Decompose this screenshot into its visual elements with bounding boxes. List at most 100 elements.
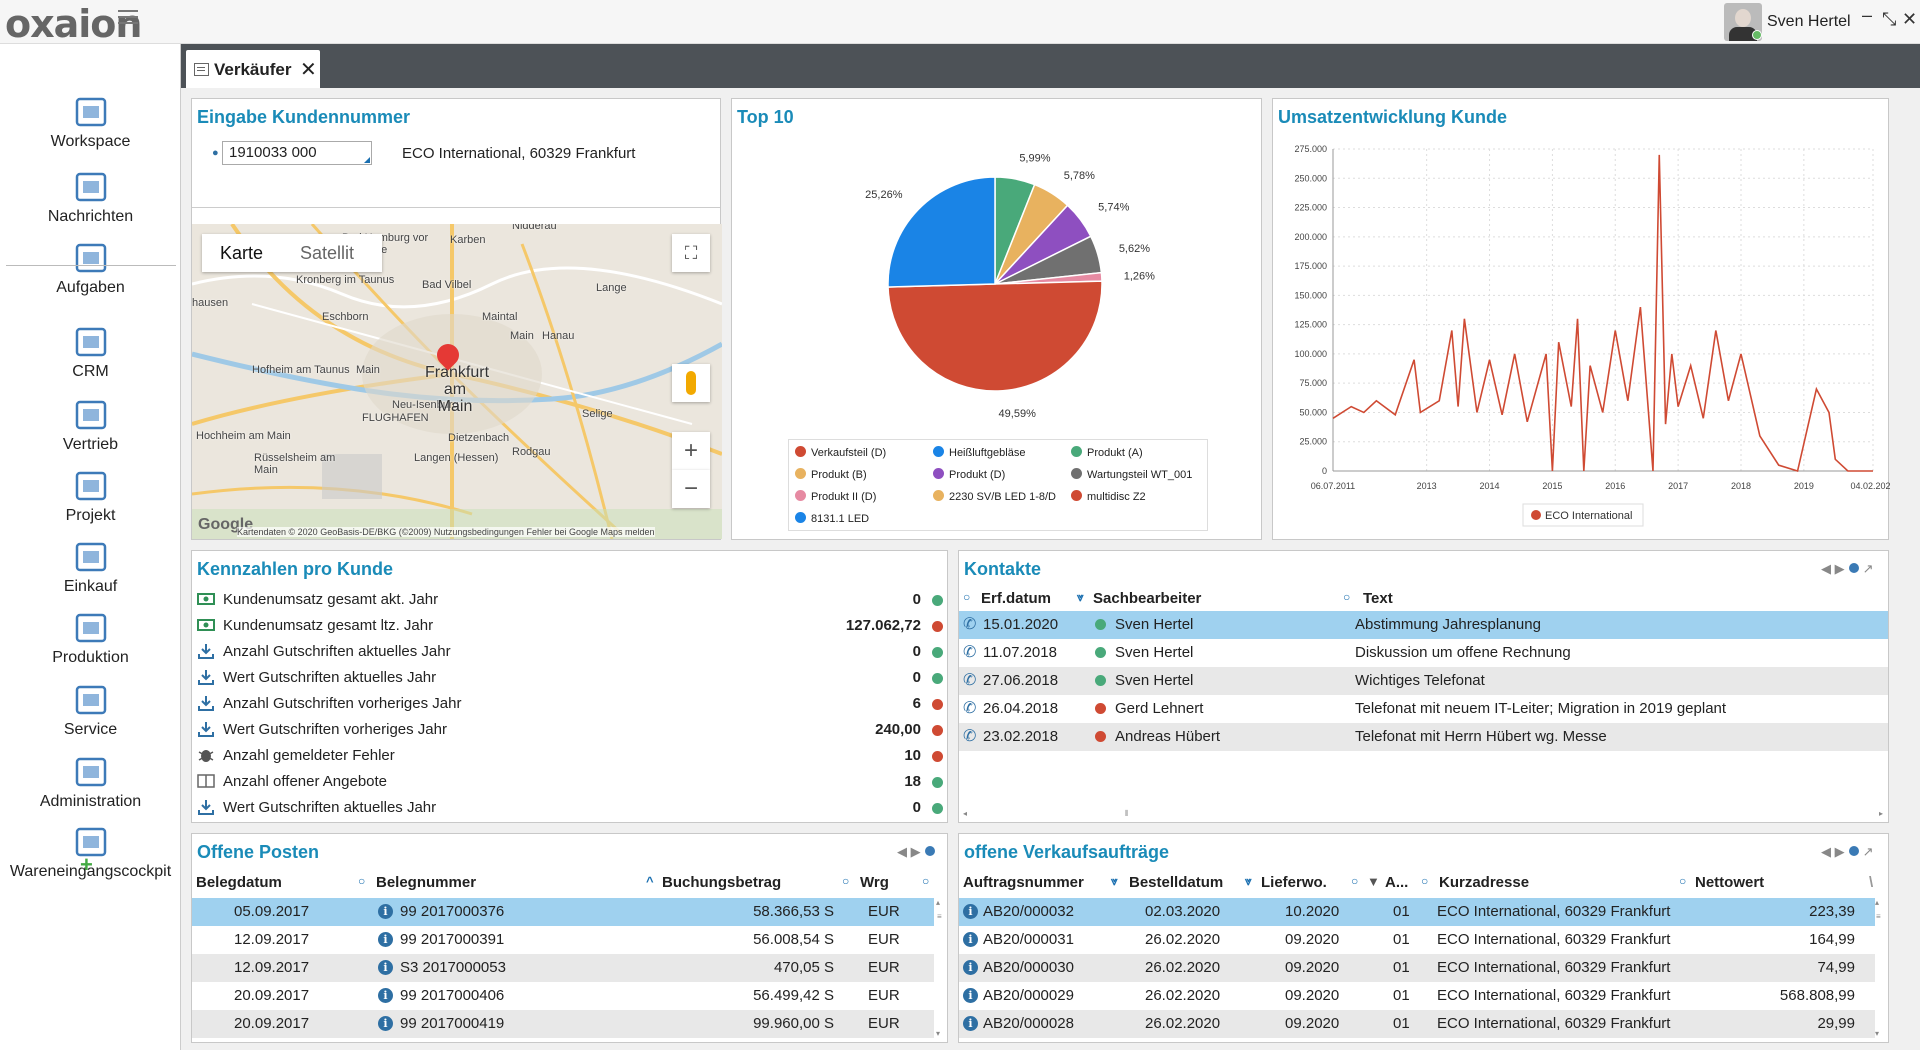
table-row[interactable]: ✆ 23.02.2018 Andreas Hübert Telefonat mit H…	[959, 723, 1888, 751]
close-window-icon[interactable]: ✕	[1902, 9, 1918, 29]
info-icon[interactable]: i	[963, 988, 978, 1003]
panel-controls[interactable]: ◀ ▶	[897, 844, 935, 860]
legend-item[interactable]: 2230 SV/B LED 1-8/D	[933, 490, 1056, 503]
map-footer[interactable]: Kartendaten © 2020 GeoBasis-DE/BKG (©200…	[237, 527, 655, 537]
vertical-scrollbar[interactable]: ▴ ≡ ▾	[936, 898, 942, 1038]
fullscreen-button[interactable]: ⛶	[672, 234, 710, 272]
legend-item[interactable]: Produkt (D)	[933, 468, 1005, 481]
sidebar-item-projekt[interactable]: Projekt	[0, 470, 181, 525]
kpi-row[interactable]: Wert Gutschriften vorheriges Jahr 240,00	[197, 718, 949, 744]
pie-slice[interactable]	[887, 176, 996, 288]
user-avatar[interactable]	[1724, 3, 1762, 41]
customer-number-input[interactable]: 1910033 000	[222, 141, 372, 165]
legend-item[interactable]: Heißluftgebläse	[933, 446, 1025, 459]
header-wrg[interactable]: Wrg	[860, 874, 889, 891]
menu-icon[interactable]	[118, 10, 138, 26]
map[interactable]: NidderauBad Homburg vor der HöheKarbenKr…	[192, 224, 722, 539]
table-row[interactable]: i AB20/000032 02.03.2020 10.2020 01 ECO Inter…	[959, 898, 1875, 926]
sidebar-item-produktion[interactable]: Produktion	[0, 612, 181, 667]
table-row[interactable]: 20.09.2017 i 99 2017000419 99.960,00 S EUR	[192, 1010, 934, 1038]
sidebar-item-crm[interactable]: CRM	[0, 326, 181, 381]
header-a[interactable]: A...	[1385, 874, 1409, 891]
info-icon[interactable]: i	[378, 960, 393, 975]
map-tab-karte[interactable]: Karte	[220, 243, 264, 263]
info-icon[interactable]: i	[378, 932, 393, 947]
sidebar-item-nachrichten[interactable]: Nachrichten	[0, 171, 181, 226]
kpi-row[interactable]: Kundenumsatz gesamt akt. Jahr 0	[197, 588, 949, 614]
panel-controls[interactable]: ◀ ▶ ↗	[1821, 561, 1874, 576]
info-icon[interactable]: i	[963, 904, 978, 919]
table-row[interactable]: ✆ 15.01.2020 Sven Hertel Abstimmung Jahresp…	[959, 611, 1888, 639]
header-bestelldatum[interactable]: Bestelldatum	[1129, 874, 1224, 891]
sidebar-item-vertrieb[interactable]: Vertrieb	[0, 399, 181, 454]
legend-label[interactable]: ECO International	[1545, 510, 1632, 522]
tab-verkaeufer[interactable]: Verkäufer ✕	[186, 50, 320, 88]
sidebar-item-wareneingangscockpit[interactable]: Wareneingangscockpit	[0, 826, 181, 881]
header-auftragsnummer[interactable]: Auftragsnummer	[963, 874, 1084, 891]
kpi-row[interactable]: Wert Gutschriften aktuelles Jahr 0	[197, 796, 949, 822]
table-row[interactable]: i AB20/000030 26.02.2020 09.2020 01 ECO Inter…	[959, 954, 1875, 982]
sidebar-item-aufgaben[interactable]: Aufgaben	[0, 242, 181, 297]
table-row[interactable]: 20.09.2017 i 99 2017000406 56.499,42 S EUR	[192, 982, 934, 1010]
info-icon[interactable]: i	[378, 1016, 393, 1031]
info-icon[interactable]: i	[378, 904, 393, 919]
restore-icon[interactable]: ⤡	[1882, 9, 1897, 29]
header-lieferwo[interactable]: Lieferwo.	[1261, 874, 1327, 891]
header-sachbearbeiter[interactable]: Sachbearbeiter	[1093, 590, 1202, 607]
legend-item[interactable]: Verkaufsteil (D)	[795, 446, 886, 459]
zoom-in-button[interactable]: +	[672, 432, 710, 470]
tab-close-icon[interactable]: ✕	[300, 59, 317, 81]
cell-person: Andreas Hübert	[1115, 728, 1221, 745]
legend-item[interactable]: Produkt II (D)	[795, 490, 876, 503]
table-row[interactable]: 12.09.2017 i 99 2017000391 56.008,54 S EUR	[192, 926, 934, 954]
table-row[interactable]: ✆ 11.07.2018 Sven Hertel Diskussion um offe…	[959, 639, 1888, 667]
kpi-row[interactable]: Anzahl Gutschriften aktuelles Jahr 0	[197, 640, 949, 666]
table-row[interactable]: i AB20/000029 26.02.2020 09.2020 01 ECO Inter…	[959, 982, 1875, 1010]
kpi-row[interactable]: Wert Gutschriften aktuelles Jahr 0	[197, 666, 949, 692]
header-belegnummer[interactable]: Belegnummer	[376, 874, 477, 891]
pie-slice[interactable]	[887, 280, 1103, 392]
zoom-out-button[interactable]: −	[672, 470, 710, 508]
header-text[interactable]: Text	[1363, 590, 1393, 607]
info-icon[interactable]: i	[378, 988, 393, 1003]
header-buchungsbetrag[interactable]: Buchungsbetrag	[662, 874, 782, 891]
sidebar-item-einkauf[interactable]: Einkauf	[0, 541, 181, 596]
user-name[interactable]: Sven Hertel	[1767, 13, 1851, 30]
legend-item[interactable]: 8131.1 LED	[795, 512, 869, 525]
legend-item[interactable]: Produkt (B)	[795, 468, 867, 481]
sidebar-item-administration[interactable]: Administration	[0, 756, 181, 811]
legend-swatch	[933, 490, 944, 501]
sidebar-item-workspace[interactable]: Workspace	[0, 96, 181, 151]
street-view-icon[interactable]	[672, 364, 710, 402]
legend-item[interactable]: Produkt (A)	[1071, 446, 1143, 459]
legend-item[interactable]: Wartungsteil WT_001	[1071, 468, 1192, 481]
info-icon[interactable]: i	[963, 1016, 978, 1031]
minimize-icon[interactable]: –	[1862, 5, 1873, 25]
table-row[interactable]: 05.09.2017 i 99 2017000376 58.366,53 S EUR	[192, 898, 934, 926]
add-module-button[interactable]: +	[80, 852, 93, 877]
legend-item[interactable]: multidisc Z2	[1071, 490, 1146, 503]
table-row[interactable]: i AB20/000031 26.02.2020 09.2020 01 ECO Inter…	[959, 926, 1875, 954]
kpi-row[interactable]: Anzahl Gutschriften vorheriges Jahr 6	[197, 692, 949, 718]
map-tab-satellit[interactable]: Satellit	[300, 243, 355, 263]
kpi-row[interactable]: Anzahl offener Angebote 18	[197, 770, 949, 796]
table-row[interactable]: ✆ 26.04.2018 Gerd Lehnert Telefonat mit neu…	[959, 695, 1888, 723]
series-line[interactable]	[1332, 154, 1873, 473]
sidebar-item-service[interactable]: Service	[0, 684, 181, 739]
cell-address: ECO International, 60329 Frankfurt	[1437, 903, 1671, 920]
kpi-row[interactable]: Anzahl gemeldeter Fehler 10	[197, 744, 949, 770]
header-kurzadresse[interactable]: Kurzadresse	[1439, 874, 1530, 891]
header-belegdatum[interactable]: Belegdatum	[196, 874, 282, 891]
header-nettowert[interactable]: Nettowert	[1695, 874, 1765, 891]
info-icon[interactable]: i	[963, 932, 978, 947]
vertical-scrollbar[interactable]: ▴ ≡ ▾	[1875, 898, 1881, 1038]
horizontal-scrollbar[interactable]: ◂ ⦀ ▸	[963, 809, 1883, 818]
kpi-row[interactable]: Kundenumsatz gesamt ltz. Jahr 127.062,72	[197, 614, 949, 640]
table-row[interactable]: 12.09.2017 i S3 2017000053 470,05 S EUR	[192, 954, 934, 982]
cell-address: ECO International, 60329 Frankfurt	[1437, 987, 1671, 1004]
header-erfdatum[interactable]: Erf.datum	[981, 590, 1052, 607]
table-row[interactable]: ✆ 27.06.2018 Sven Hertel Wichtiges Telefona…	[959, 667, 1888, 695]
panel-controls[interactable]: ◀ ▶ ↗	[1821, 844, 1874, 859]
info-icon[interactable]: i	[963, 960, 978, 975]
table-row[interactable]: i AB20/000028 26.02.2020 09.2020 01 ECO Inter…	[959, 1010, 1875, 1038]
